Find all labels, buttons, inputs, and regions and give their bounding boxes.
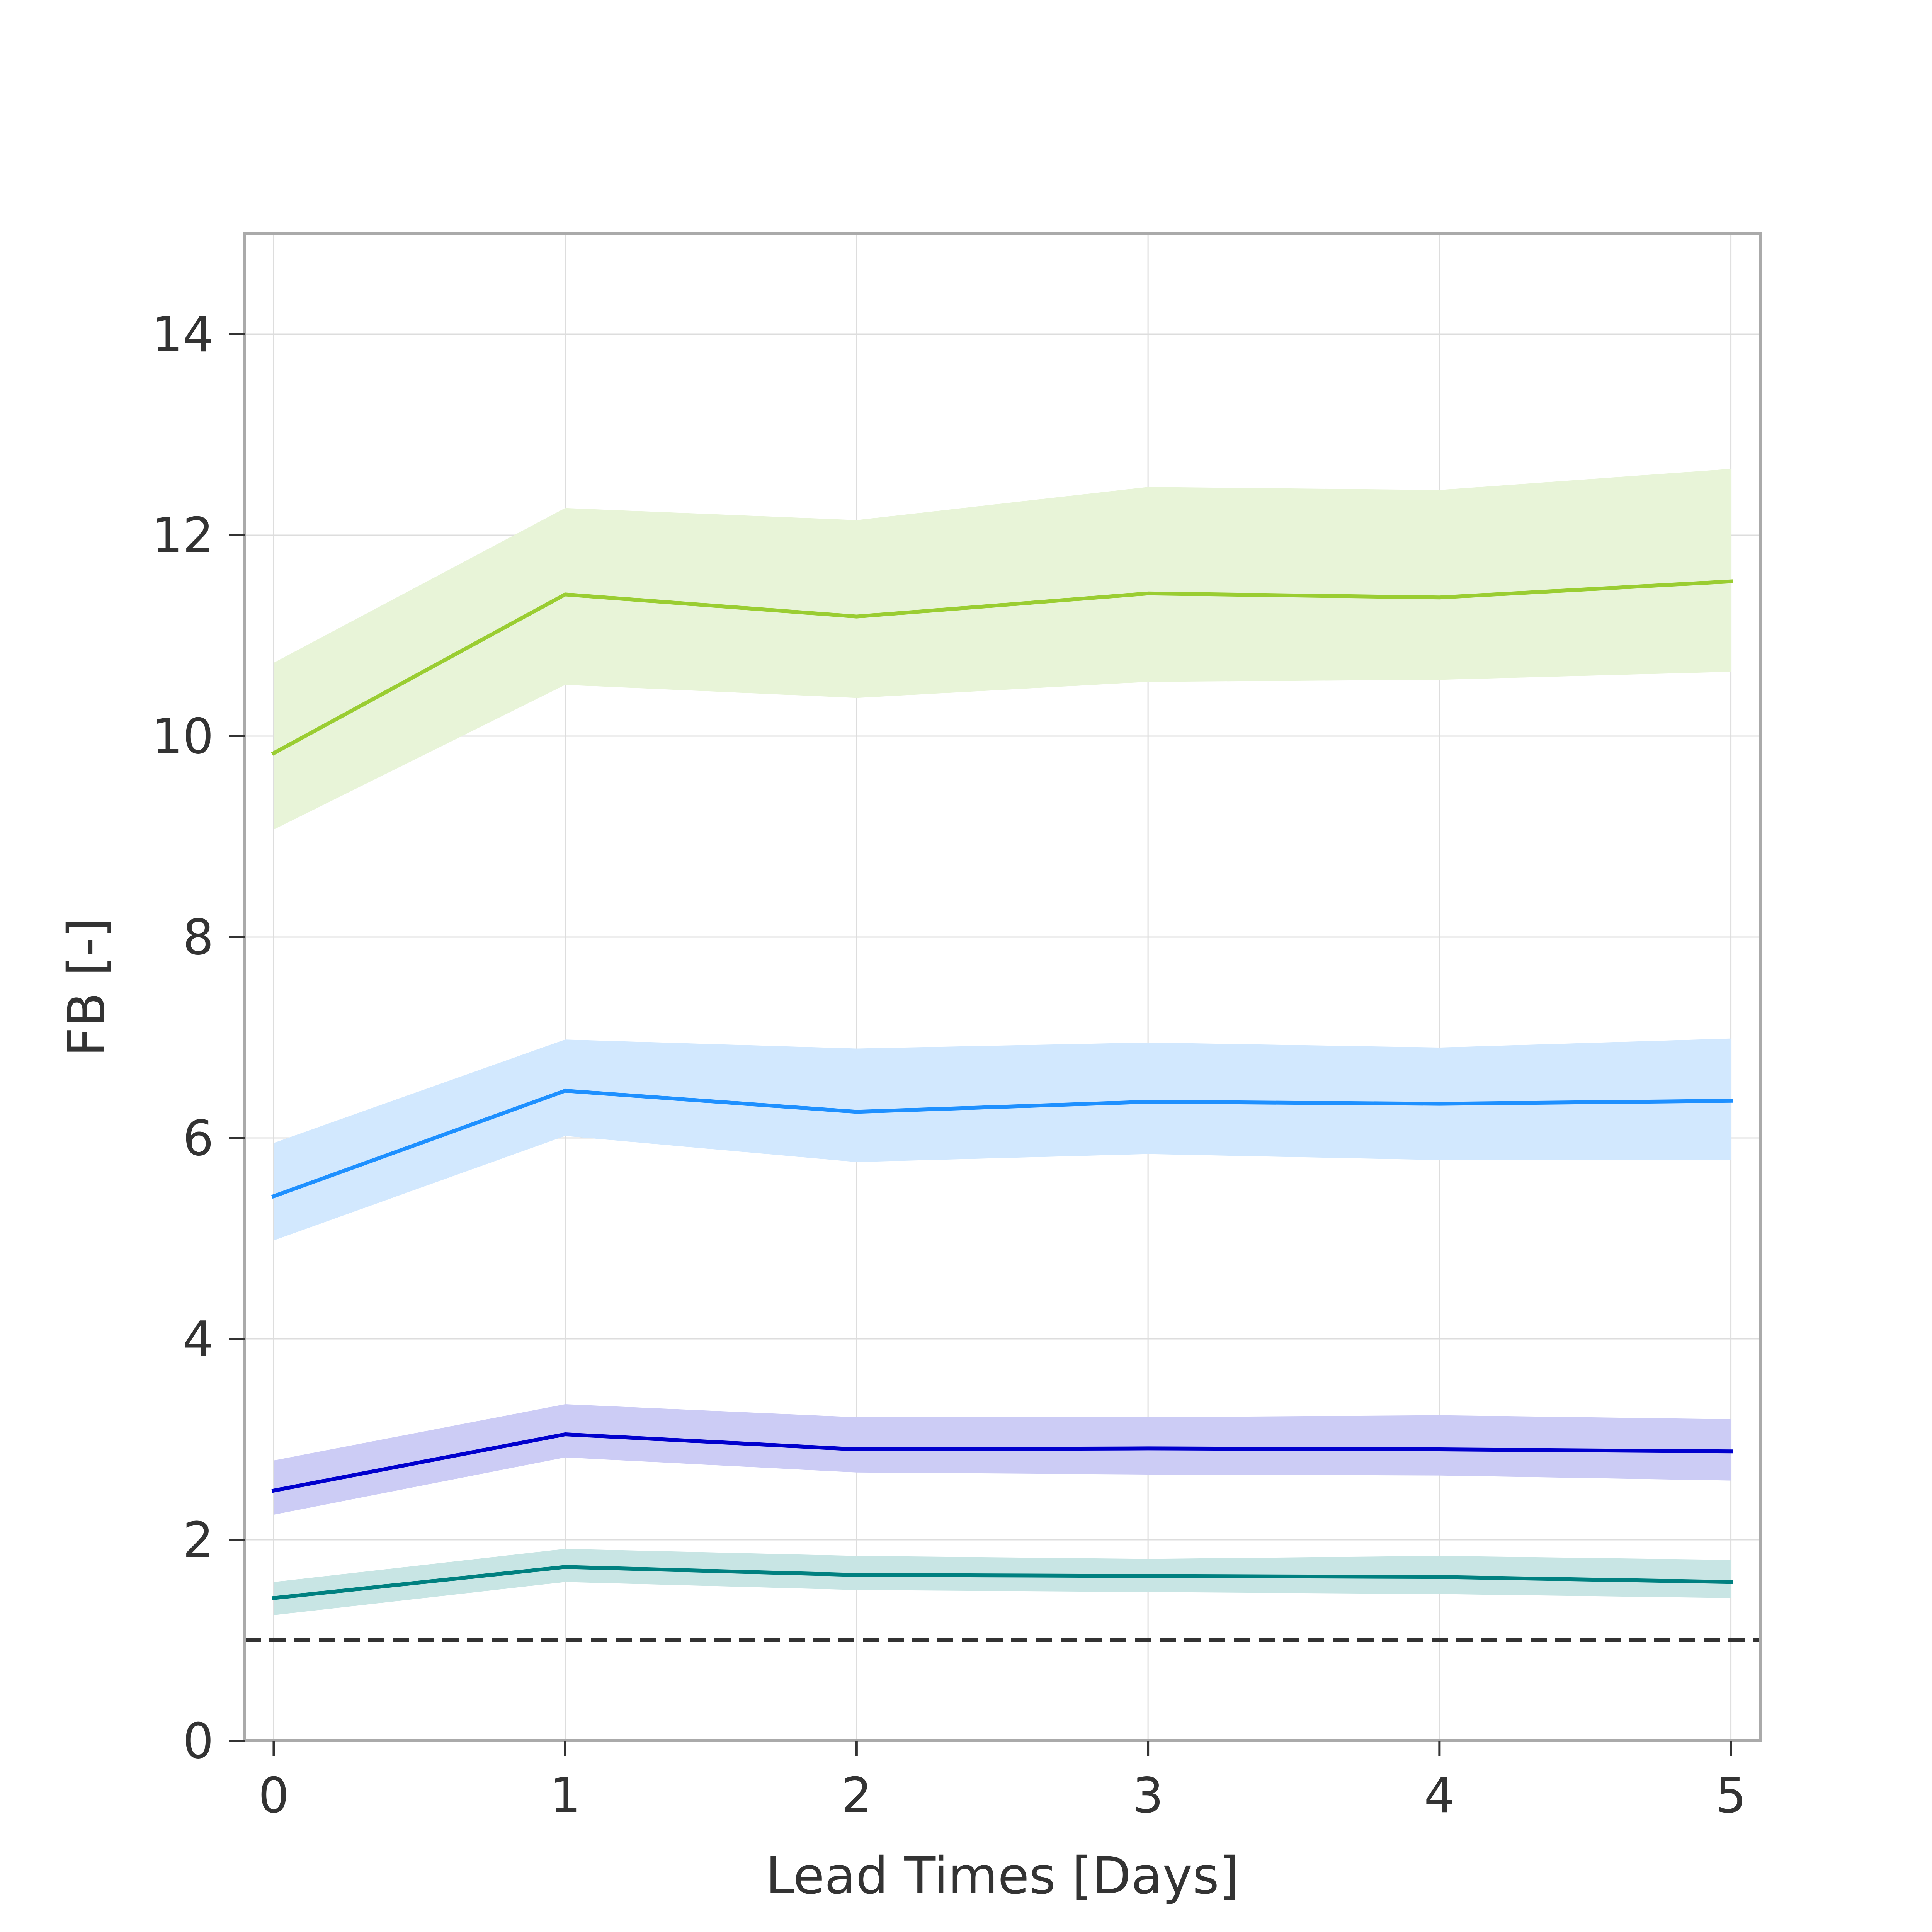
x-tick-label: 3	[1133, 1767, 1163, 1824]
series-1-line	[271, 579, 1733, 756]
y-tick-label: 2	[183, 1512, 214, 1568]
x-tick-label: 1	[550, 1767, 581, 1824]
series-4-band	[274, 1549, 1731, 1615]
series-4-line	[271, 1565, 1733, 1600]
x-tick-label: 2	[841, 1767, 872, 1824]
series-3-band	[274, 1404, 1731, 1515]
y-tick-label: 6	[183, 1110, 214, 1167]
x-tick-label: 0	[258, 1767, 289, 1824]
series-2-band	[274, 1038, 1731, 1241]
x-axis-label: Lead Times [Days]	[765, 1846, 1239, 1906]
series-1-band	[274, 469, 1731, 830]
series-2-line	[271, 1088, 1733, 1199]
y-tick-label: 12	[152, 507, 214, 564]
y-tick-label: 8	[183, 909, 214, 966]
y-tick-label: 14	[152, 306, 214, 363]
plot-frame	[243, 232, 1762, 1742]
confidence-bands	[274, 469, 1731, 1615]
y-axis-label: FB [-]	[57, 918, 117, 1056]
series-lines	[271, 579, 1733, 1600]
y-tick-label: 0	[183, 1713, 214, 1769]
x-tick-label: 5	[1715, 1767, 1746, 1824]
y-tick-label: 4	[183, 1311, 214, 1367]
series-3-line	[271, 1432, 1733, 1493]
y-tick-label: 10	[152, 708, 214, 765]
x-tick-label: 4	[1424, 1767, 1455, 1824]
